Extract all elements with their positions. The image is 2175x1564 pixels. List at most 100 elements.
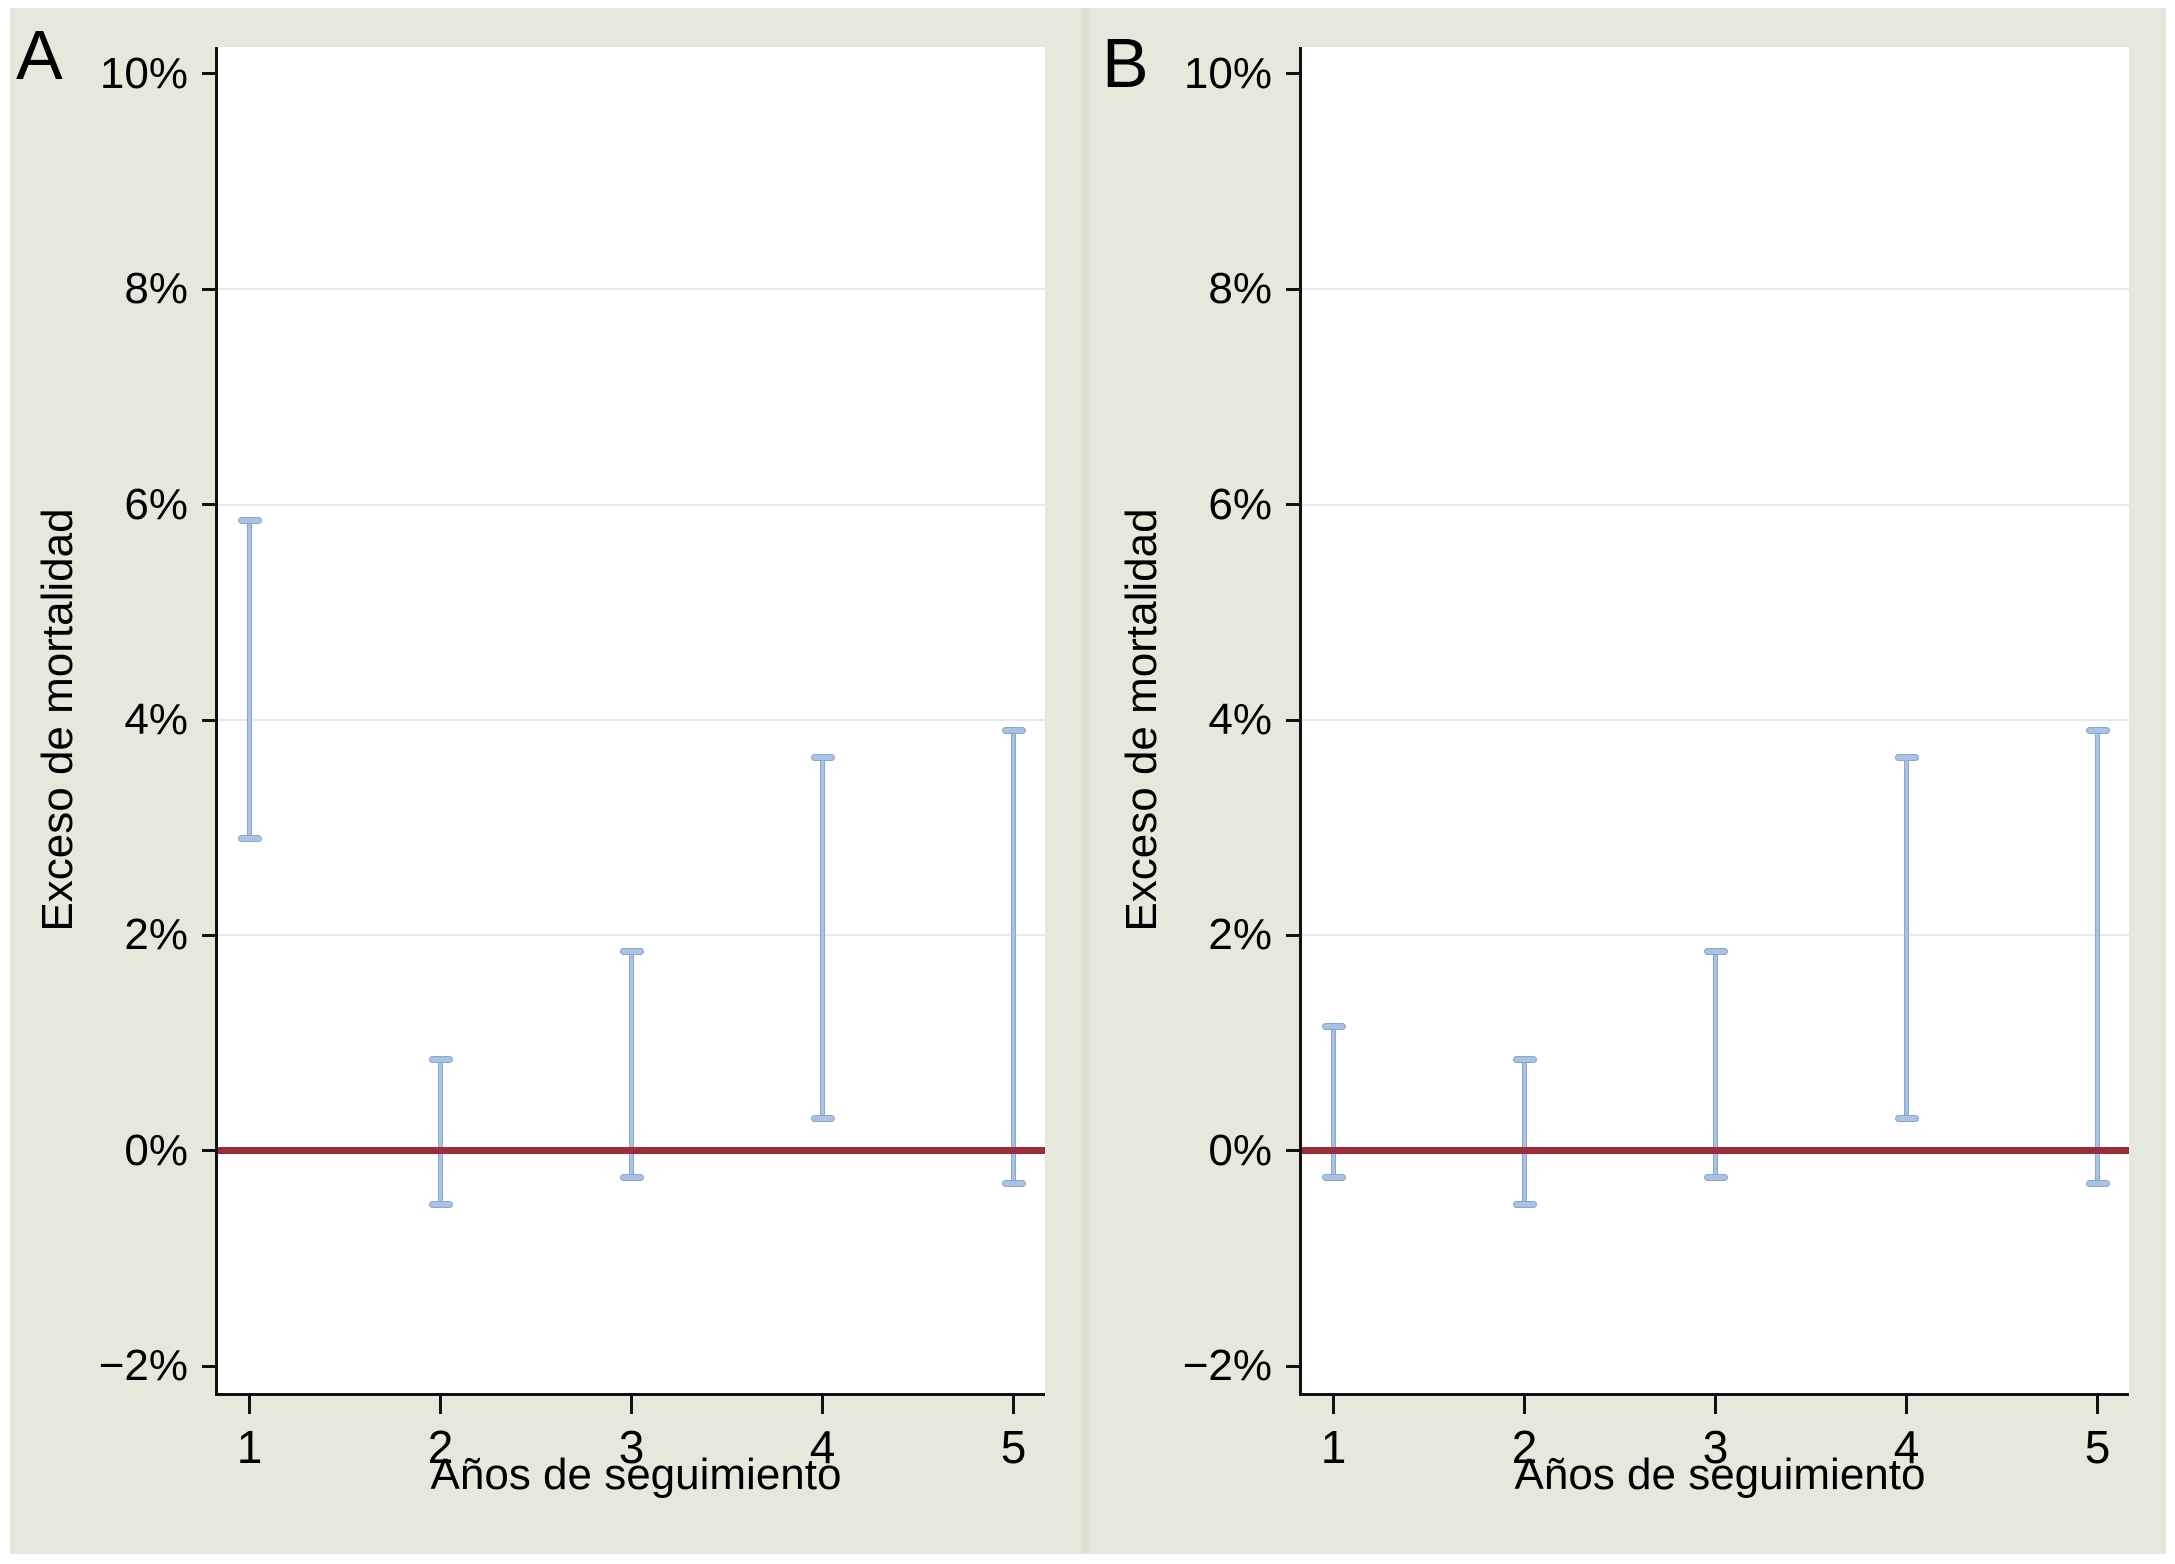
x-tick-label: 3 xyxy=(1702,1421,1729,1473)
error-bar-cap xyxy=(1703,1174,1728,1182)
error-bar-cap xyxy=(2085,1179,2110,1187)
panel-divider xyxy=(1082,8,1089,1554)
error-bar-cap xyxy=(1321,1023,1346,1031)
x-tick-label: 2 xyxy=(1511,1421,1538,1473)
y-tick-mark xyxy=(202,1149,215,1153)
error-bar-stem xyxy=(629,951,634,1178)
y-tick-mark xyxy=(202,503,215,507)
x-tick-label: 4 xyxy=(1893,1421,1920,1473)
x-tick-label: 2 xyxy=(427,1421,454,1473)
y-tick-mark xyxy=(202,1364,215,1368)
y-tick-label: −2% xyxy=(1182,1341,1272,1391)
x-tick-label: 5 xyxy=(2084,1421,2111,1473)
y-tick-label: 10% xyxy=(1183,48,1272,98)
x-tick-mark xyxy=(630,1396,633,1414)
error-bar-cap xyxy=(237,834,262,842)
error-bar-stem xyxy=(820,757,825,1119)
x-tick-label: 4 xyxy=(809,1421,836,1473)
gridline xyxy=(1302,503,2129,506)
error-bar-stem xyxy=(438,1059,443,1205)
gridline xyxy=(218,719,1045,721)
y-tick-mark xyxy=(1286,287,1299,291)
zero-reference-line xyxy=(1302,1147,2129,1155)
y-tick-label: 8% xyxy=(124,264,188,314)
x-tick-mark xyxy=(1714,1396,1717,1414)
y-tick-mark xyxy=(1286,1364,1299,1368)
error-bar-stem xyxy=(1904,757,1909,1119)
panel-b-label: B xyxy=(1102,24,1149,102)
y-tick-label: 6% xyxy=(124,479,188,529)
gridline xyxy=(218,503,1045,506)
y-tick-label: 0% xyxy=(1208,1125,1272,1175)
y-tick-label: 0% xyxy=(124,1125,188,1175)
y-tick-mark xyxy=(1286,718,1299,722)
y-tick-mark xyxy=(1286,1149,1299,1153)
y-tick-mark xyxy=(202,718,215,722)
error-bar-cap xyxy=(619,948,644,955)
y-tick-label: 2% xyxy=(124,910,188,960)
error-bar-stem xyxy=(1522,1059,1527,1205)
panel-a-label: A xyxy=(16,16,63,94)
error-bar-cap xyxy=(619,1174,644,1182)
x-tick-mark xyxy=(821,1396,824,1414)
y-tick-mark xyxy=(202,287,215,291)
x-tick-mark xyxy=(1012,1396,1015,1414)
panel-b-x-axis-title: Años de seguimiento xyxy=(1514,1450,1926,1499)
x-tick-label: 1 xyxy=(236,1421,263,1473)
error-bar-cap xyxy=(1321,1174,1346,1182)
x-tick-mark xyxy=(2096,1396,2099,1414)
gridline xyxy=(1302,934,2129,937)
x-tick-label: 1 xyxy=(1320,1421,1347,1473)
y-axis-line xyxy=(215,47,218,1396)
y-tick-label: 10% xyxy=(99,48,188,98)
x-tick-mark xyxy=(1332,1396,1335,1414)
y-tick-mark xyxy=(202,72,215,76)
gridline xyxy=(1302,288,2129,291)
y-tick-label: −2% xyxy=(98,1341,188,1391)
panel-a-x-axis-title: Años de seguimiento xyxy=(430,1450,842,1499)
y-axis-line xyxy=(1299,47,1302,1396)
error-bar-stem xyxy=(1011,730,1016,1184)
y-tick-label: 4% xyxy=(1208,695,1272,744)
x-tick-mark xyxy=(1523,1396,1526,1414)
y-tick-mark xyxy=(1286,72,1299,76)
error-bar-cap xyxy=(1512,1055,1537,1063)
gridline xyxy=(218,288,1045,291)
error-bar-stem xyxy=(2095,730,2100,1184)
error-bar-cap xyxy=(237,517,262,525)
error-bar-cap xyxy=(1001,727,1026,735)
error-bar-cap xyxy=(2085,727,2110,735)
y-tick-label: 6% xyxy=(1208,479,1272,529)
y-tick-mark xyxy=(1286,933,1299,937)
x-tick-mark xyxy=(1905,1396,1908,1414)
gridline xyxy=(1302,719,2129,721)
y-tick-label: 4% xyxy=(124,695,188,744)
error-bar-stem xyxy=(247,520,252,839)
x-tick-label: 5 xyxy=(1000,1421,1027,1473)
error-bar-cap xyxy=(810,754,835,762)
y-tick-mark xyxy=(202,933,215,937)
x-tick-mark xyxy=(248,1396,251,1414)
error-bar-cap xyxy=(1894,1114,1919,1122)
x-tick-label: 3 xyxy=(618,1421,645,1473)
x-axis-line xyxy=(1299,1393,2129,1396)
error-bar-stem xyxy=(1713,951,1718,1178)
error-bar-cap xyxy=(428,1055,453,1063)
error-bar-cap xyxy=(1512,1201,1537,1209)
error-bar-stem xyxy=(1331,1026,1336,1178)
zero-reference-line xyxy=(218,1147,1045,1155)
error-bar-cap xyxy=(1894,754,1919,762)
error-bar-cap xyxy=(428,1201,453,1209)
y-tick-label: 2% xyxy=(1208,910,1272,960)
x-tick-mark xyxy=(439,1396,442,1414)
gridline xyxy=(218,934,1045,937)
y-tick-label: 8% xyxy=(1208,264,1272,314)
error-bar-cap xyxy=(1703,948,1728,955)
y-tick-mark xyxy=(1286,503,1299,507)
x-axis-line xyxy=(215,1393,1045,1396)
error-bar-cap xyxy=(810,1114,835,1122)
error-bar-cap xyxy=(1001,1179,1026,1187)
